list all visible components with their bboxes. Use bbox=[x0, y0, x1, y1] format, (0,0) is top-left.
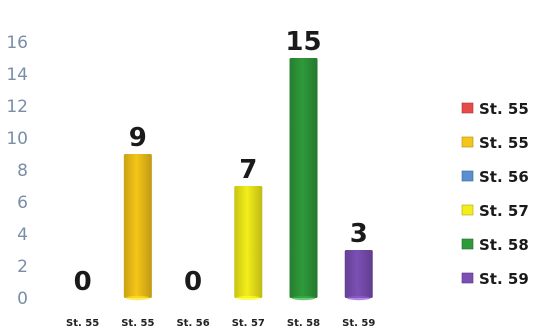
x-axis: St. 55 St. 55 St. 56 St. 57 St. 58 St. 59 bbox=[66, 318, 375, 329]
x-tick-label-5: St. 59 bbox=[342, 318, 375, 329]
legend: St. 55 St. 55 St. 56 St. 57 St. 58 St. 59 bbox=[461, 100, 529, 288]
y-tick-label-2: 4 bbox=[17, 225, 28, 245]
bar-base-5 bbox=[346, 295, 371, 301]
x-tick-label-4: St. 58 bbox=[287, 318, 320, 329]
x-tick-label-1: St. 55 bbox=[121, 318, 154, 329]
y-tick-label-7: 14 bbox=[6, 65, 28, 85]
data-label-4: 15 bbox=[285, 27, 321, 57]
x-tick-label-0: St. 55 bbox=[66, 318, 99, 329]
legend-swatch-0 bbox=[461, 102, 474, 114]
legend-swatch-2 bbox=[461, 170, 474, 182]
bars bbox=[123, 58, 373, 301]
legend-label-2: St. 56 bbox=[479, 168, 529, 186]
legend-item-0: St. 55 bbox=[461, 100, 529, 118]
bar-3 bbox=[234, 186, 263, 298]
bar-4 bbox=[289, 58, 318, 298]
bar-5 bbox=[344, 250, 373, 298]
bar-base-1 bbox=[125, 295, 150, 301]
legend-label-0: St. 55 bbox=[479, 100, 529, 118]
y-tick-label-3: 6 bbox=[17, 193, 28, 213]
y-tick-label-4: 8 bbox=[17, 161, 28, 181]
legend-item-2: St. 56 bbox=[461, 168, 529, 186]
y-tick-label-0: 0 bbox=[17, 289, 28, 309]
data-label-1: 9 bbox=[129, 123, 147, 153]
y-tick-label-6: 12 bbox=[6, 97, 28, 117]
data-label-5: 3 bbox=[350, 219, 368, 249]
data-labels: 0 9 0 7 15 3 bbox=[74, 27, 368, 297]
legend-swatch-5 bbox=[461, 272, 474, 284]
legend-item-4: St. 58 bbox=[461, 236, 529, 254]
legend-label-5: St. 59 bbox=[479, 270, 529, 288]
y-tick-label-1: 2 bbox=[17, 257, 28, 277]
legend-item-5: St. 59 bbox=[461, 270, 529, 288]
legend-label-1: St. 55 bbox=[479, 134, 529, 152]
bar-1 bbox=[123, 154, 152, 298]
legend-item-1: St. 55 bbox=[461, 134, 529, 152]
y-tick-label-5: 10 bbox=[6, 129, 28, 149]
y-tick-label-8: 16 bbox=[6, 33, 28, 53]
bar-base-4 bbox=[291, 295, 316, 301]
bar-base-3 bbox=[236, 295, 261, 301]
data-label-0: 0 bbox=[74, 267, 92, 297]
data-label-3: 7 bbox=[239, 155, 257, 185]
x-tick-label-2: St. 56 bbox=[176, 318, 209, 329]
data-label-2: 0 bbox=[184, 267, 202, 297]
legend-swatch-3 bbox=[461, 204, 474, 216]
x-tick-label-3: St. 57 bbox=[232, 318, 265, 329]
legend-swatch-4 bbox=[461, 238, 474, 250]
y-axis: 0 2 4 6 8 10 12 14 16 bbox=[6, 33, 28, 309]
legend-label-3: St. 57 bbox=[479, 202, 529, 220]
legend-label-4: St. 58 bbox=[479, 236, 529, 254]
legend-swatch-1 bbox=[461, 136, 474, 148]
legend-item-3: St. 57 bbox=[461, 202, 529, 220]
